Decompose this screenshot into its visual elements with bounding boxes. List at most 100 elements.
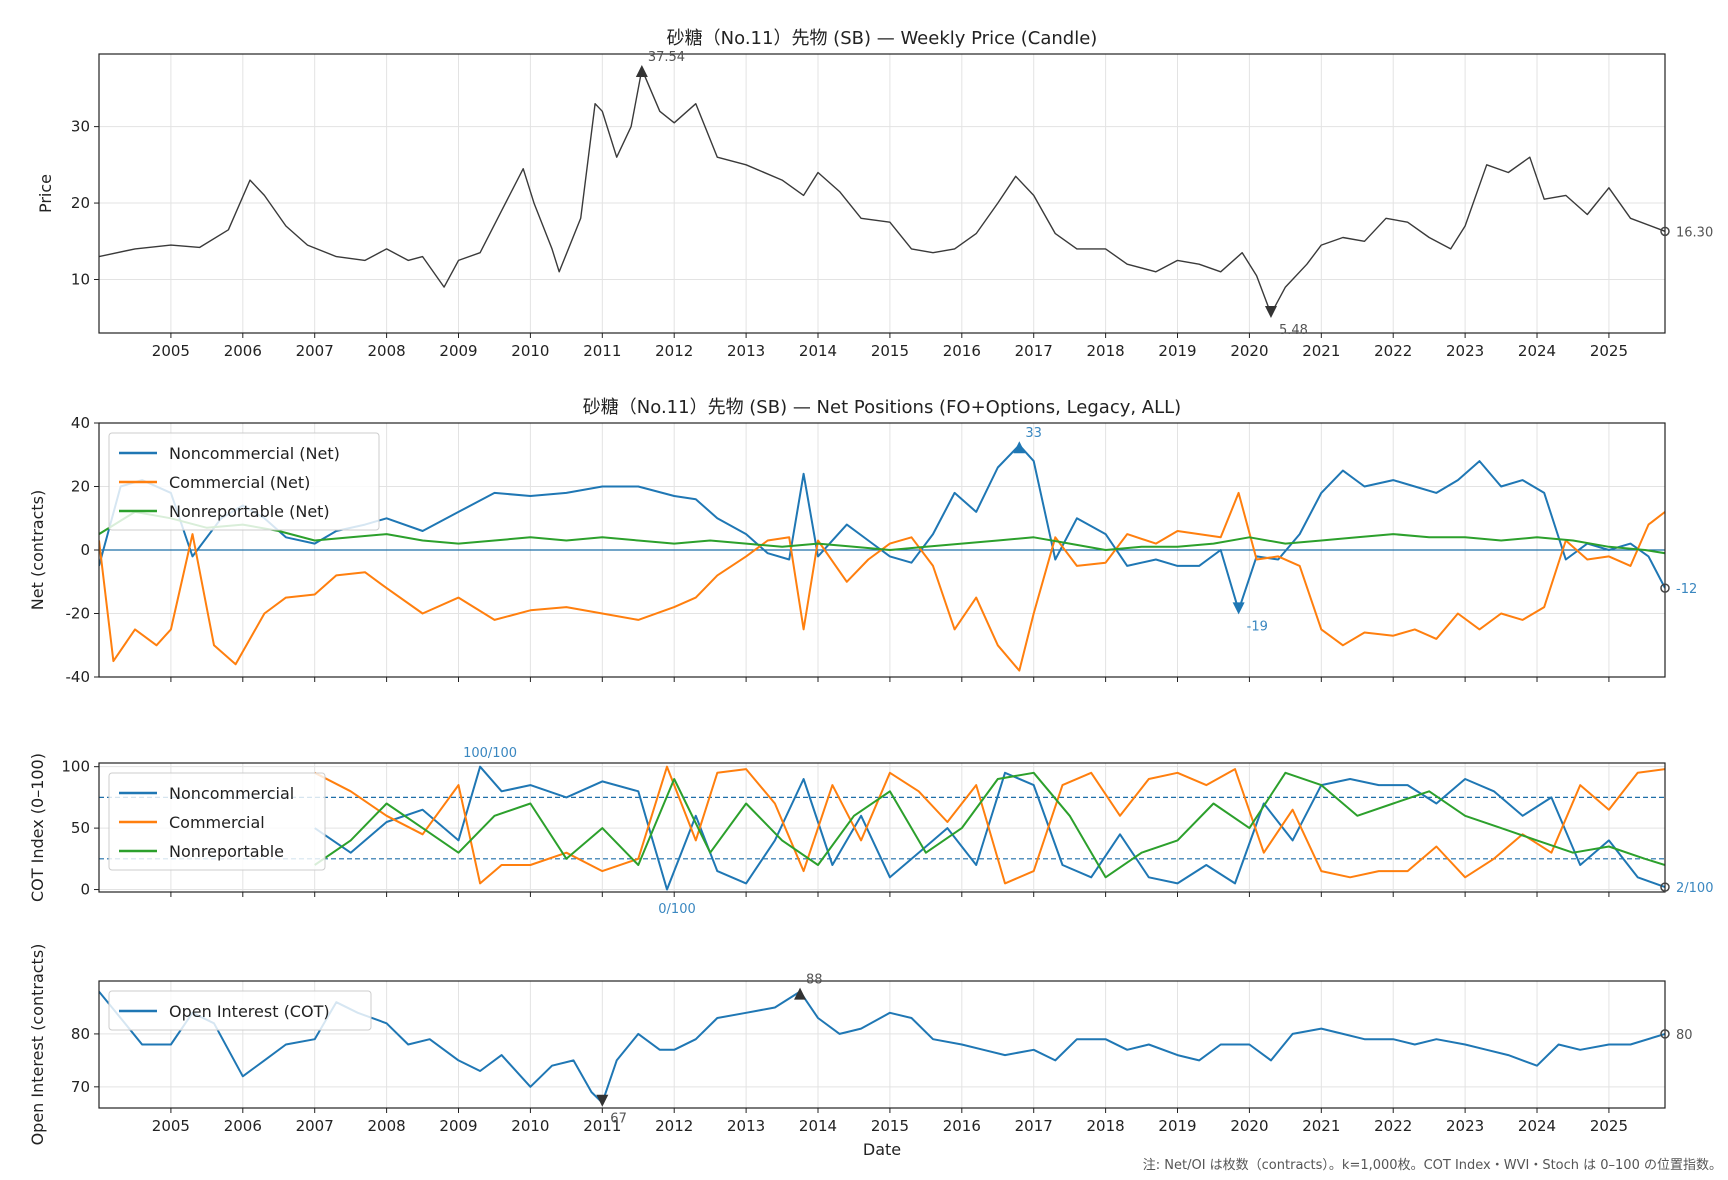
ytick-label: 0 — [80, 541, 90, 559]
xtick-label: 2006 — [224, 342, 262, 360]
xtick-label: 2023 — [1446, 342, 1484, 360]
trough-marker — [1232, 602, 1245, 615]
xtick-label: 2014 — [799, 342, 837, 360]
xtick-label: 2023 — [1446, 1117, 1484, 1135]
series-line-nonreportable — [314, 771, 1665, 879]
axes-frame — [98, 980, 1666, 1109]
series-line-price — [99, 68, 1665, 315]
last-point-marker — [1660, 1029, 1670, 1039]
xtick-label: 2008 — [368, 1117, 406, 1135]
series-group — [314, 765, 1665, 891]
series-line-commercial-net- — [99, 491, 1665, 672]
footnote: 注: Net/OI は枚数（contracts）。k=1,000枚。COT In… — [1142, 1158, 1722, 1173]
xtick-label: 2025 — [1590, 1117, 1628, 1135]
last-point-marker — [1660, 226, 1670, 237]
y-axis-label: Net (contracts) — [28, 490, 47, 610]
y-axis-label: Price — [36, 174, 55, 213]
y-axis-label: COT Index (0–100) — [28, 753, 47, 902]
panel-price: 10 20 30 2005 2006 2007 2008 2009 2010 2011 2012 20… — [36, 28, 1713, 360]
xtick-label: 2021 — [1302, 342, 1340, 360]
xtick-label: 2022 — [1374, 1117, 1412, 1135]
xtick-label: 2009 — [439, 1117, 477, 1135]
annotation-label: 33 — [1025, 426, 1042, 441]
panel-oi: 70 80 2005 2006 2007 2008 2009 2010 2011 2012 2013… — [28, 944, 1693, 1159]
ytick-label: 80 — [71, 1025, 90, 1043]
xtick-label: 2011 — [583, 342, 621, 360]
series-line-nonreportable-net- — [99, 510, 1665, 555]
series-line-commercial — [314, 765, 1665, 885]
ytick-label: -20 — [66, 605, 91, 623]
xtick-label: 2008 — [368, 342, 406, 360]
xtick-label: 2022 — [1374, 342, 1412, 360]
xtick-label: 2005 — [152, 1117, 190, 1135]
xtick-label: 2017 — [1015, 1117, 1053, 1135]
xtick-label: 2020 — [1230, 342, 1268, 360]
axes-frame — [98, 53, 1666, 334]
annotation-label: 2/100 — [1676, 881, 1713, 896]
xtick-label: 2024 — [1518, 1117, 1556, 1135]
xtick-label: 2013 — [727, 1117, 765, 1135]
legend-box — [108, 990, 372, 1031]
axes-frame — [98, 762, 1666, 893]
xtick-label: 2020 — [1230, 1117, 1268, 1135]
trough-marker — [1264, 306, 1277, 319]
xtick-label: 2009 — [439, 342, 477, 360]
xtick-label: 2005 — [152, 342, 190, 360]
x-axis-label: Date — [863, 1140, 901, 1159]
xtick-label: 2015 — [871, 342, 909, 360]
ytick-label: 70 — [71, 1078, 90, 1096]
xtick-label: 2018 — [1087, 1117, 1125, 1135]
ytick-label: 0 — [80, 881, 90, 899]
last-point-marker — [1660, 583, 1670, 593]
annotation-label: 100/100 — [463, 746, 517, 761]
legend-label: Commercial — [169, 813, 265, 832]
legend-label: Nonreportable (Net) — [169, 502, 330, 521]
annotation-label: 67 — [610, 1112, 627, 1127]
xtick-label: 2013 — [727, 342, 765, 360]
last-point-marker — [1660, 882, 1670, 892]
ytick-label: 20 — [71, 194, 90, 212]
ytick-label: 40 — [71, 414, 90, 432]
ytick-label: 50 — [71, 819, 90, 837]
xtick-label: 2017 — [1015, 342, 1053, 360]
legend-label: Noncommercial — [169, 784, 294, 803]
legend-box — [108, 772, 326, 871]
xtick-label: 2019 — [1158, 342, 1196, 360]
panel-cot: 0 50 100 COT Index (0–100) 100/100 0/100 2/100… — [28, 746, 1713, 917]
ytick-label: -40 — [66, 668, 91, 686]
xtick-label: 2015 — [871, 1117, 909, 1135]
xtick-label: 2021 — [1302, 1117, 1340, 1135]
legend-box — [108, 432, 380, 531]
annotation-label: 5.48 — [1279, 323, 1308, 338]
peak-marker — [635, 64, 648, 77]
ytick-label: 30 — [71, 118, 90, 136]
series-group — [99, 68, 1665, 315]
peak-marker — [794, 987, 807, 1000]
xtick-label: 2007 — [296, 1117, 334, 1135]
xtick-label: 2010 — [511, 342, 549, 360]
ytick-label: 100 — [61, 758, 90, 776]
annotation-label: 80 — [1676, 1028, 1693, 1043]
series-line-noncommercial — [314, 765, 1665, 891]
chart-title: 砂糖（No.11）先物 (SB) — Weekly Price (Candle) — [667, 28, 1098, 49]
trough-marker — [596, 1094, 609, 1107]
xtick-label: 2011 — [583, 1117, 621, 1135]
annotation-label: 16.30 — [1676, 225, 1713, 240]
xtick-label: 2012 — [655, 342, 693, 360]
xtick-label: 2010 — [511, 1117, 549, 1135]
legend-label: Noncommercial (Net) — [169, 444, 340, 463]
annotation-label: -19 — [1247, 619, 1268, 634]
annotation-label: 0/100 — [658, 902, 695, 917]
peak-marker — [1013, 441, 1026, 454]
panel-net: -40 -20 0 20 40 砂糖（No.11）先物 (SB) — Net Positi… — [28, 397, 1697, 686]
xtick-label: 2024 — [1518, 342, 1556, 360]
xtick-label: 2016 — [943, 1117, 981, 1135]
annotation-label: 88 — [806, 973, 823, 988]
xtick-label: 2006 — [224, 1117, 262, 1135]
xtick-label: 2014 — [799, 1117, 837, 1135]
xtick-label: 2019 — [1158, 1117, 1196, 1135]
chart-title: 砂糖（No.11）先物 (SB) — Net Positions (FO+Opt… — [583, 397, 1181, 418]
legend-label: Commercial (Net) — [169, 473, 310, 492]
xtick-label: 2016 — [943, 342, 981, 360]
